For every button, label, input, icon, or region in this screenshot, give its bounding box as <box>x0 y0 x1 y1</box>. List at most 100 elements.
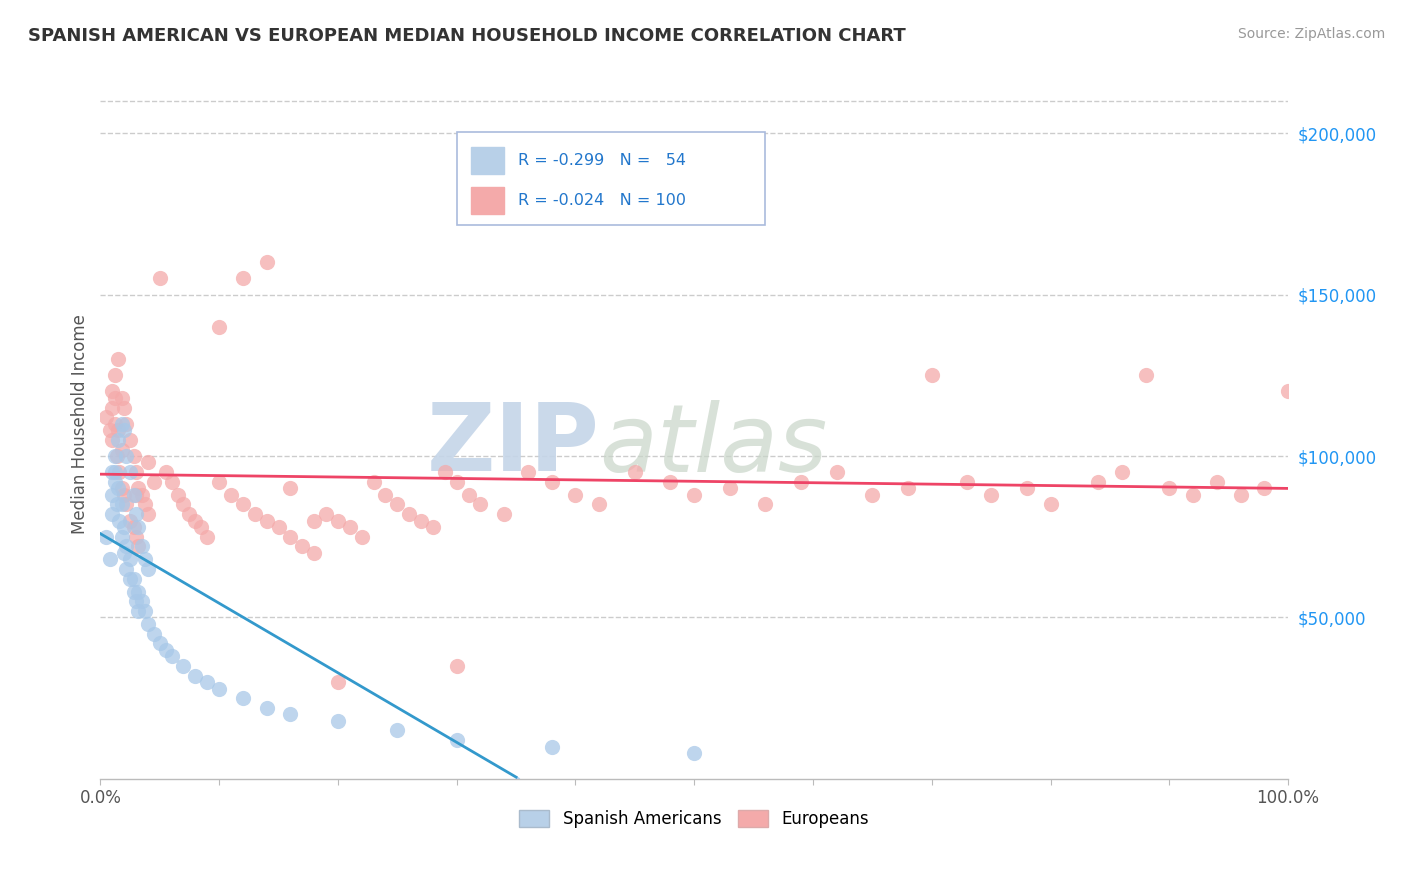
Point <box>173 659 195 673</box>
Point <box>107 352 129 367</box>
Point <box>98 423 121 437</box>
Point <box>125 507 148 521</box>
Point <box>122 449 145 463</box>
Point <box>122 572 145 586</box>
Point <box>111 530 134 544</box>
Point <box>96 530 118 544</box>
Point <box>1277 384 1299 399</box>
Point <box>326 514 349 528</box>
Point <box>101 433 124 447</box>
Point <box>540 739 562 754</box>
Point <box>108 465 131 479</box>
Point <box>101 401 124 415</box>
Point <box>166 488 188 502</box>
Point <box>232 271 254 285</box>
Point <box>127 604 149 618</box>
Point <box>374 488 396 502</box>
Point <box>104 465 127 479</box>
Point <box>208 681 231 696</box>
Point <box>409 514 432 528</box>
Point <box>112 488 135 502</box>
Point <box>1135 368 1157 383</box>
Point <box>860 488 883 502</box>
Point <box>195 530 218 544</box>
Point <box>350 530 373 544</box>
Point <box>104 391 127 405</box>
Point <box>136 562 159 576</box>
Point <box>1015 481 1038 495</box>
Point <box>232 498 254 512</box>
Point <box>387 498 409 512</box>
Point <box>122 488 145 502</box>
Point <box>956 475 979 489</box>
Point <box>104 417 127 431</box>
Point <box>256 255 278 269</box>
Point <box>104 449 127 463</box>
Point <box>446 659 468 673</box>
Point <box>446 475 468 489</box>
Point <box>387 723 409 738</box>
FancyBboxPatch shape <box>471 186 505 214</box>
Point <box>142 626 165 640</box>
Point <box>131 594 153 608</box>
Point <box>232 691 254 706</box>
Point <box>125 530 148 544</box>
Point <box>122 520 145 534</box>
Point <box>754 498 776 512</box>
Point <box>1087 475 1109 489</box>
Point <box>111 481 134 495</box>
Point <box>127 540 149 554</box>
Point <box>256 701 278 715</box>
Point <box>457 488 479 502</box>
Text: R = -0.299   N =   54: R = -0.299 N = 54 <box>519 153 686 168</box>
Point <box>326 675 349 690</box>
Point <box>136 455 159 469</box>
Point <box>718 481 741 495</box>
Point <box>1182 488 1205 502</box>
Point <box>115 498 138 512</box>
Point <box>302 514 325 528</box>
Point <box>105 498 128 512</box>
Point <box>115 540 138 554</box>
Point <box>516 465 538 479</box>
Point <box>115 449 138 463</box>
Point <box>155 642 177 657</box>
Legend: Spanish Americans, Europeans: Spanish Americans, Europeans <box>513 803 876 835</box>
Point <box>184 668 207 682</box>
Point <box>790 475 813 489</box>
Point <box>108 514 131 528</box>
Point <box>433 465 456 479</box>
Point <box>980 488 1002 502</box>
Point <box>280 707 302 722</box>
Point <box>101 488 124 502</box>
Point <box>160 649 183 664</box>
Point <box>118 552 141 566</box>
Point <box>564 488 586 502</box>
Point <box>825 465 848 479</box>
Point <box>363 475 385 489</box>
Point <box>422 520 444 534</box>
Point <box>136 616 159 631</box>
Point <box>302 546 325 560</box>
Point <box>131 488 153 502</box>
Point <box>134 552 156 566</box>
Point <box>190 520 212 534</box>
Point <box>470 498 492 512</box>
Point <box>243 507 266 521</box>
Point <box>683 746 706 760</box>
Point <box>1253 481 1275 495</box>
Point <box>267 520 290 534</box>
Point <box>111 417 134 431</box>
FancyBboxPatch shape <box>457 132 765 225</box>
Text: R = -0.024   N = 100: R = -0.024 N = 100 <box>519 193 686 208</box>
Point <box>101 384 124 399</box>
Text: SPANISH AMERICAN VS EUROPEAN MEDIAN HOUSEHOLD INCOME CORRELATION CHART: SPANISH AMERICAN VS EUROPEAN MEDIAN HOUS… <box>28 27 905 45</box>
Point <box>494 507 516 521</box>
Point <box>256 514 278 528</box>
Point <box>104 368 127 383</box>
Point <box>127 481 149 495</box>
Y-axis label: Median Household Income: Median Household Income <box>72 314 89 533</box>
Point <box>96 410 118 425</box>
Point <box>105 449 128 463</box>
Point <box>101 507 124 521</box>
